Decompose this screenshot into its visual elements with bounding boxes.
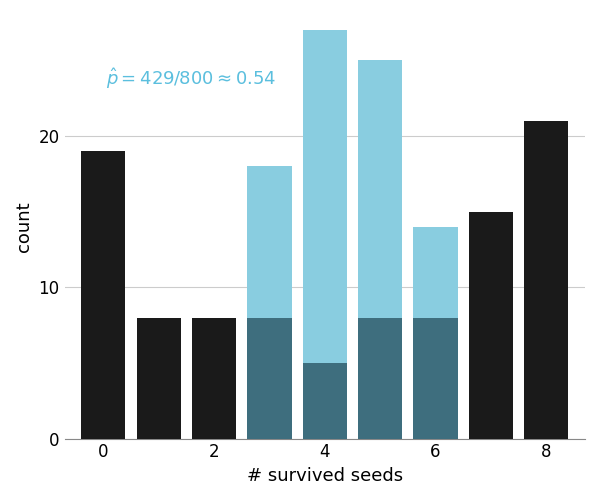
Bar: [137, 318, 181, 438]
Bar: [358, 318, 402, 438]
Bar: [247, 166, 292, 438]
Bar: [302, 30, 347, 438]
Bar: [192, 318, 236, 438]
Bar: [524, 424, 568, 438]
Bar: [469, 363, 513, 438]
Text: $\hat{p} = 429/800 \approx 0.54$: $\hat{p} = 429/800 \approx 0.54$: [106, 66, 277, 90]
Bar: [137, 408, 181, 438]
Y-axis label: count: count: [15, 202, 33, 252]
Bar: [247, 318, 292, 438]
Bar: [413, 227, 458, 438]
X-axis label: # survived seeds: # survived seeds: [247, 467, 403, 485]
Bar: [302, 363, 347, 438]
Bar: [81, 151, 125, 438]
Bar: [192, 318, 236, 438]
Bar: [358, 60, 402, 438]
Bar: [469, 212, 513, 438]
Bar: [413, 318, 458, 438]
Bar: [524, 121, 568, 438]
Bar: [192, 318, 236, 438]
